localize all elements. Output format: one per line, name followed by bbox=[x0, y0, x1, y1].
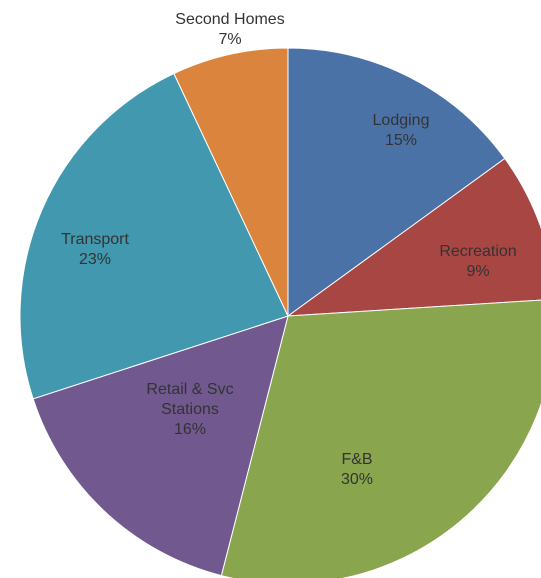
slice-label: Recreation 9% bbox=[403, 242, 541, 282]
slice-label: Second Homes 7% bbox=[155, 10, 305, 50]
value-label: 9% bbox=[466, 263, 490, 280]
value-label: 15% bbox=[384, 132, 418, 149]
pie-slice bbox=[173, 47, 289, 317]
slice-label: Retail & Svc Stations 16% bbox=[115, 380, 265, 440]
category-label: Lodging bbox=[372, 112, 430, 129]
value-label: 23% bbox=[78, 251, 112, 268]
category-label: Recreation bbox=[439, 243, 517, 260]
category-label: F&B bbox=[341, 451, 373, 468]
value-label: 7% bbox=[218, 31, 242, 48]
slice-label: F&B 30% bbox=[282, 450, 432, 490]
category-label: Second Homes bbox=[175, 11, 285, 28]
pie-slice bbox=[19, 72, 289, 400]
slice-label: Lodging 15% bbox=[326, 111, 476, 151]
value-label: 30% bbox=[340, 471, 374, 488]
pie-slice bbox=[32, 315, 289, 577]
category-label: Transport bbox=[61, 231, 129, 248]
category-label: Retail & Svc Stations bbox=[146, 381, 234, 418]
value-label: 16% bbox=[173, 421, 207, 438]
pie-slice bbox=[286, 157, 541, 317]
pie-slice bbox=[220, 299, 541, 578]
pie-slice bbox=[287, 47, 506, 317]
slice-label: Transport 23% bbox=[20, 230, 170, 270]
